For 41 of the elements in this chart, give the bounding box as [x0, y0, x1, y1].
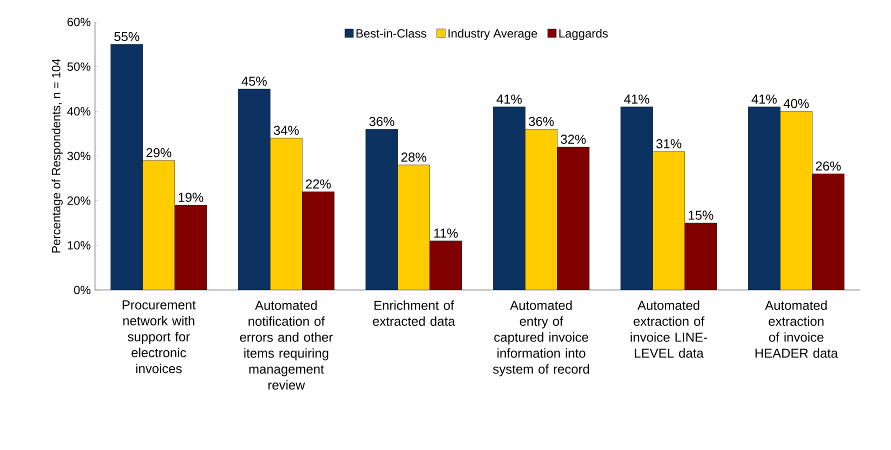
y-tick-label: 30%	[67, 152, 90, 160]
data-label: 34%	[274, 126, 299, 135]
data-label: 41%	[496, 94, 522, 104]
x-tick-label: Automated notification of errors and other items requiring management review	[240, 300, 333, 390]
data-label: 55%	[114, 32, 140, 42]
data-label: 19%	[178, 192, 204, 202]
y-tick-label: 50%	[67, 62, 90, 71]
data-label: 32%	[560, 134, 586, 144]
y-tick-label: 10%	[68, 241, 90, 250]
legend-label: Laggards	[559, 28, 608, 40]
y-tick-label: 60%	[68, 18, 90, 26]
y-axis-title: Percentage of Respondents, n = 104	[52, 58, 63, 253]
data-label: 36%	[528, 116, 554, 126]
data-label: 15%	[688, 210, 714, 220]
data-label: 41%	[752, 94, 777, 104]
bar	[430, 240, 462, 290]
bar	[812, 174, 844, 290]
data-label: 28%	[401, 152, 426, 162]
x-tick-label: Enrichment of extracted data	[372, 300, 456, 326]
bar	[174, 204, 207, 290]
legend-label: Best-in-Class	[356, 28, 426, 38]
x-tick-label: Automated extraction of invoice LINE-LEVEL data	[630, 300, 708, 358]
data-label: 40%	[784, 98, 809, 108]
y-tick-label: 20%	[67, 196, 90, 205]
data-label: 41%	[624, 94, 650, 104]
data-label: 22%	[306, 179, 331, 189]
x-tick-label: Automated entry of captured invoice information into system of record	[493, 300, 589, 376]
bar	[302, 192, 334, 290]
data-label: 36%	[369, 116, 394, 126]
data-label: 31%	[656, 139, 682, 148]
data-label: 11%	[434, 228, 458, 238]
data-label: 26%	[816, 161, 841, 171]
bar	[684, 222, 717, 290]
y-tick-label: 0%	[74, 286, 90, 294]
legend-label: Industry Average	[448, 28, 538, 40]
x-tick-label: Procurement network with support for electronic invoices	[122, 300, 196, 374]
bar	[557, 146, 590, 290]
data-label: 45%	[242, 76, 267, 86]
x-tick-label: Automated extraction of invoice HEADER data	[756, 300, 838, 358]
data-label: 29%	[146, 148, 172, 158]
y-tick-label: 40%	[67, 107, 90, 116]
